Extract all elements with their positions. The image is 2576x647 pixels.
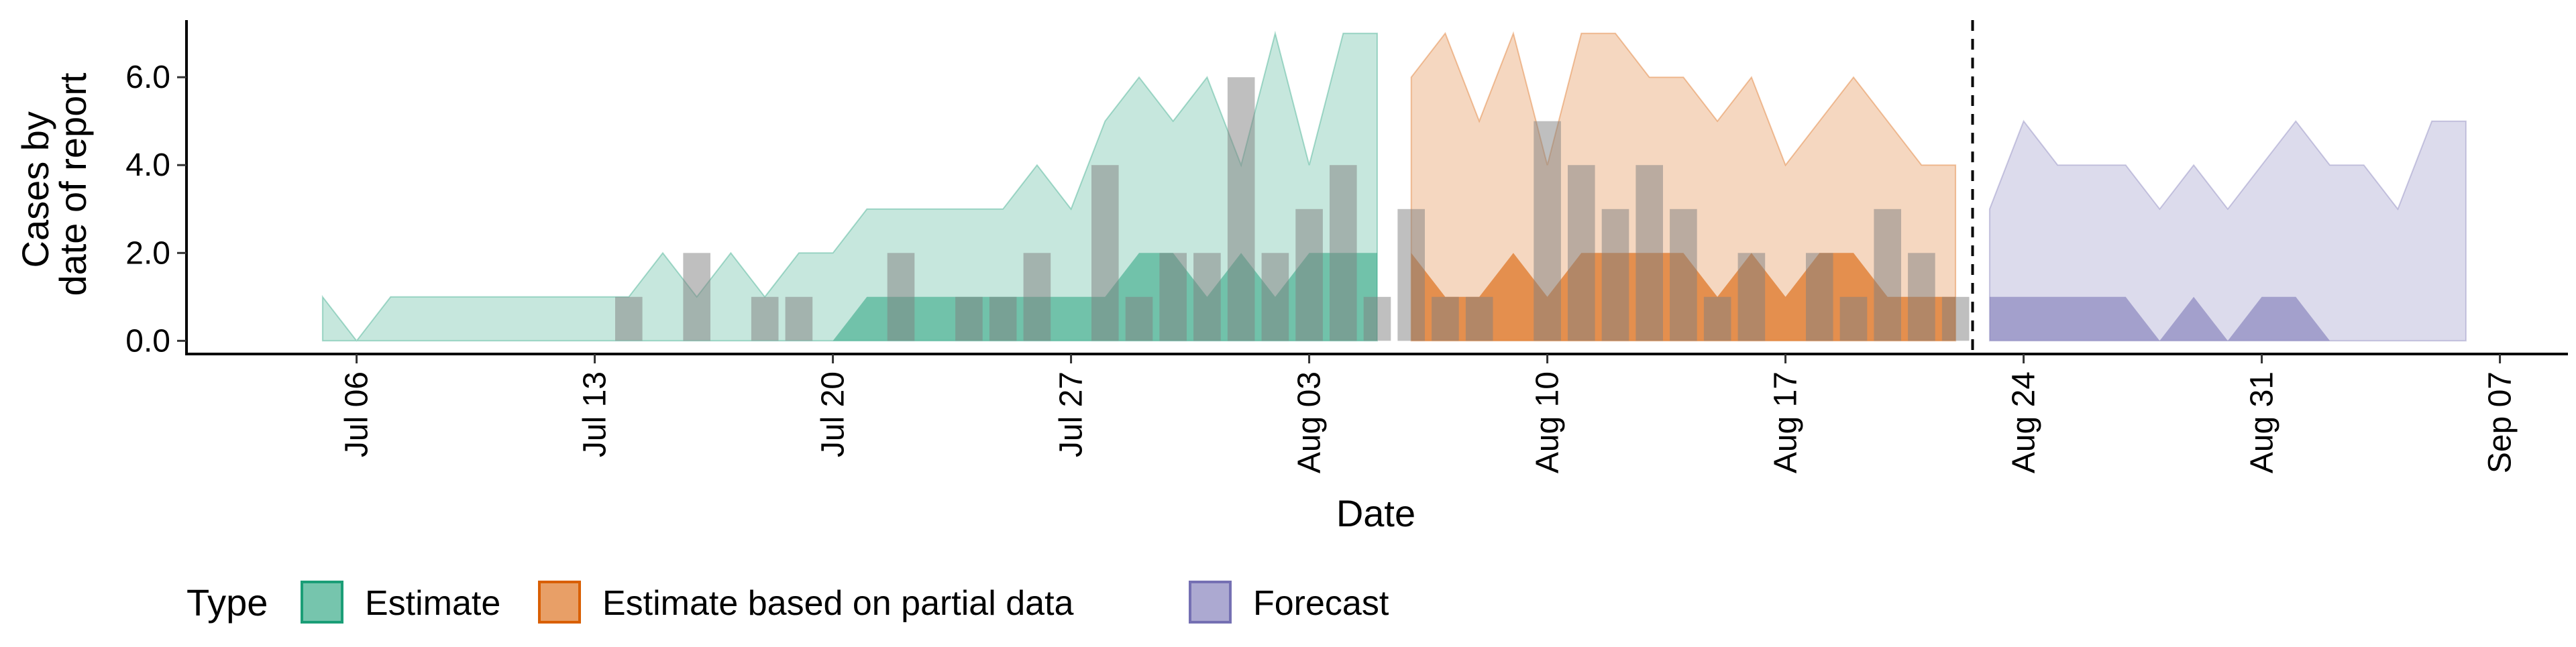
reported-bar bbox=[615, 296, 643, 341]
reported-bar bbox=[1330, 165, 1357, 341]
reported-bar bbox=[1227, 77, 1255, 341]
reported-bar bbox=[751, 296, 779, 341]
y-tick-label: 6.0 bbox=[125, 60, 170, 95]
x-tick-label: Jul 06 bbox=[339, 371, 375, 457]
reported-bar bbox=[989, 296, 1017, 341]
legend-key bbox=[1189, 581, 1232, 624]
legend-key bbox=[301, 581, 343, 624]
x-tick-label: Jul 20 bbox=[816, 371, 851, 457]
reported-bar bbox=[1261, 253, 1289, 341]
legend-label: Estimate based on partial data bbox=[602, 584, 1074, 623]
reported-bar bbox=[1806, 253, 1833, 341]
reported-bar bbox=[1635, 165, 1663, 341]
axis-ticks: 0.0 2.0 4.0 6.0 Jul 06 Jul 13 Jul 20 Jul 27 Aug … bbox=[125, 60, 2518, 473]
reported-bar bbox=[1091, 165, 1119, 341]
reported-bar bbox=[1908, 253, 1935, 341]
x-axis-title: Date bbox=[1336, 492, 1415, 534]
axes bbox=[185, 20, 2568, 355]
reported-bar bbox=[1737, 253, 1766, 341]
reported-bar bbox=[1703, 296, 1731, 341]
reported-bar bbox=[1125, 296, 1153, 341]
x-tick-label: Sep 07 bbox=[2483, 371, 2518, 473]
y-axis-title: Cases by date of report bbox=[14, 72, 94, 296]
reported-bar bbox=[1601, 209, 1629, 341]
x-tick-label: Aug 10 bbox=[1530, 371, 1566, 473]
legend-key bbox=[538, 581, 581, 624]
x-tick-label: Aug 17 bbox=[1768, 371, 1804, 473]
reported-bar bbox=[1432, 296, 1459, 341]
y-axis-title-line-1: Cases by bbox=[14, 111, 56, 268]
reported-bar bbox=[1839, 296, 1868, 341]
legend-label: Forecast bbox=[1253, 584, 1389, 623]
reported-bar bbox=[1941, 296, 1970, 341]
reported-bar bbox=[1397, 209, 1425, 341]
plot-area bbox=[321, 30, 2467, 342]
x-tick-label: Aug 31 bbox=[2245, 371, 2280, 473]
x-tick-label: Aug 03 bbox=[1292, 371, 1328, 473]
reported-bar bbox=[1023, 253, 1051, 341]
x-tick-label: Jul 13 bbox=[578, 371, 613, 457]
reported-bar bbox=[1465, 296, 1493, 341]
reported-bar bbox=[1874, 209, 1901, 341]
y-tick-label: 0.0 bbox=[125, 323, 170, 359]
y-axis-title-line-2: date of report bbox=[52, 72, 94, 296]
reported-bar bbox=[1534, 121, 1561, 341]
reported-bar bbox=[1363, 296, 1391, 341]
band-inner-forecast bbox=[1989, 296, 2466, 341]
y-tick-label: 4.0 bbox=[125, 148, 170, 183]
legend-label: Estimate bbox=[365, 584, 500, 623]
reported-bar bbox=[955, 296, 983, 341]
reported-bar bbox=[1295, 209, 1323, 341]
reported-bars bbox=[615, 77, 1970, 341]
reported-bar bbox=[1670, 209, 1697, 341]
reported-bar bbox=[1568, 165, 1595, 341]
reported-bar bbox=[785, 296, 813, 341]
legend: Type Estimate Estimate based on partial d… bbox=[186, 581, 1389, 624]
x-tick-label: Jul 27 bbox=[1054, 371, 1089, 457]
y-tick-label: 2.0 bbox=[125, 235, 170, 271]
x-tick-label: Aug 24 bbox=[2006, 371, 2042, 473]
reported-bar bbox=[1193, 253, 1221, 341]
reported-bar bbox=[1159, 253, 1187, 341]
reported-bar bbox=[683, 253, 710, 341]
reported-bar bbox=[887, 253, 915, 341]
legend-title: Type bbox=[186, 581, 268, 624]
